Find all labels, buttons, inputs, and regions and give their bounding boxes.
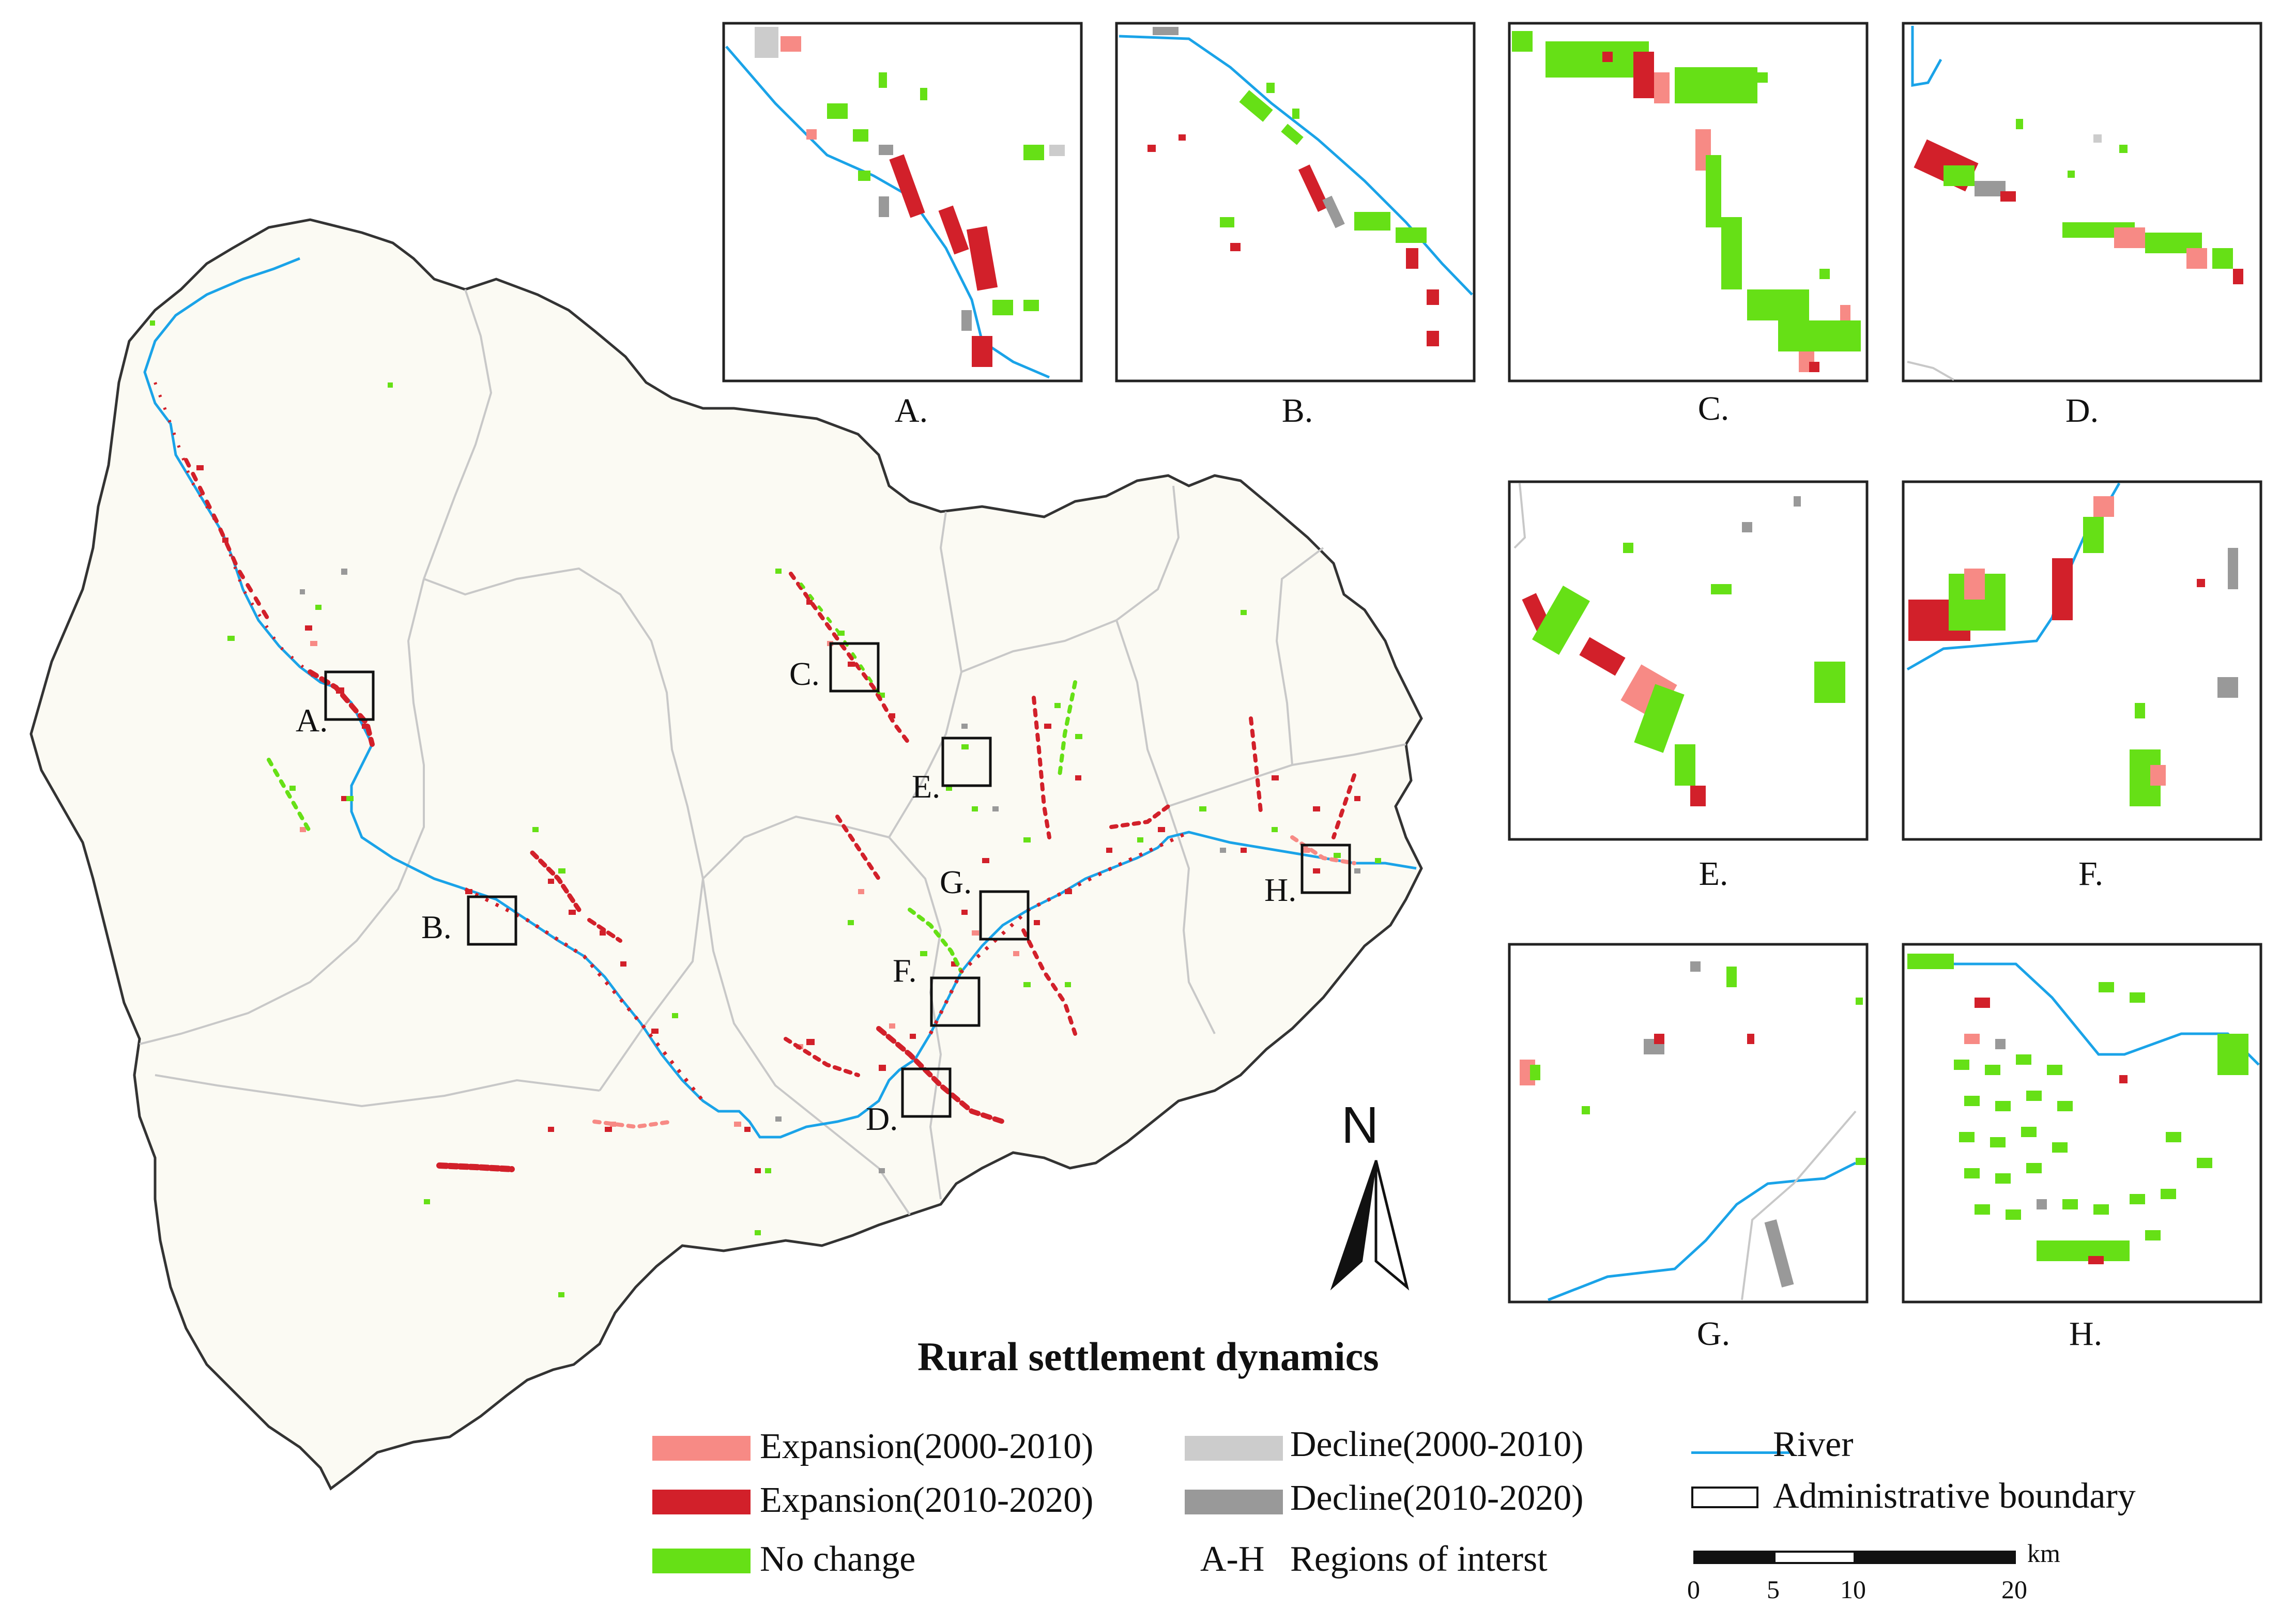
legend-swatch-river — [1691, 1451, 1789, 1454]
roi-box-d — [901, 1067, 952, 1118]
inset-caption-e: E. — [1698, 855, 1728, 893]
roi-label-e: E. — [912, 768, 941, 805]
scale-tick-10: 10 — [1840, 1575, 1866, 1604]
inset-caption-c: C. — [1697, 390, 1730, 427]
inset-f — [1902, 480, 2262, 841]
inset-d — [1902, 22, 2262, 382]
legend-roi-label: Regions of interst — [1290, 1539, 1548, 1579]
roi-label-a: A. — [296, 702, 328, 739]
scale-bar — [1693, 1551, 2016, 1564]
inset-c — [1508, 22, 1869, 382]
roi-label-f: F. — [893, 952, 917, 989]
legend-label-expansion-2010-2020: Expansion(2010-2020) — [760, 1480, 1094, 1520]
scale-unit: km — [2027, 1539, 2060, 1568]
legend-label-admin-boundary: Administrative boundary — [1773, 1476, 2136, 1516]
legend-roi-key: A-H — [1200, 1539, 1265, 1579]
roi-label-c: C. — [789, 655, 820, 692]
admin-boundaries — [139, 289, 1406, 1216]
inset-caption-d: D. — [2065, 392, 2099, 430]
roi-label-d: D. — [866, 1100, 898, 1137]
legend-swatch-expansion-2010-2020 — [652, 1490, 751, 1514]
inset-e — [1508, 480, 1869, 841]
legend-label-decline-2010-2020: Decline(2010-2020) — [1290, 1478, 1584, 1518]
inset-caption-f: F. — [2078, 855, 2103, 893]
scale-tick-5: 5 — [1767, 1575, 1780, 1604]
inset-caption-h: H. — [2069, 1315, 2103, 1353]
legend-label-river: River — [1773, 1424, 1854, 1464]
inset-g — [1508, 943, 1869, 1304]
north-arrow — [1330, 1160, 1410, 1291]
inset-b — [1115, 22, 1476, 382]
legend-swatch-no-change — [652, 1549, 751, 1573]
north-label: N — [1341, 1096, 1379, 1154]
legend-label-decline-2000-2010: Decline(2000-2010) — [1290, 1424, 1584, 1464]
roi-boxes — [324, 642, 1351, 1118]
roi-box-g — [979, 890, 1030, 941]
roi-box-b — [467, 895, 517, 946]
inset-h — [1902, 943, 2262, 1304]
scale-tick-0: 0 — [1687, 1575, 1700, 1604]
legend-label-expansion-2000-2010: Expansion(2000-2010) — [760, 1427, 1094, 1466]
scale-tick-20: 20 — [2001, 1575, 2027, 1604]
settlement-patches-main — [150, 320, 1381, 1297]
inset-caption-a: A. — [894, 392, 928, 430]
roi-box-a — [324, 670, 375, 721]
legend-swatch-expansion-2000-2010 — [652, 1436, 751, 1461]
inset-caption-g: G. — [1696, 1315, 1731, 1353]
roi-box-h — [1300, 844, 1351, 894]
legend-swatch-admin-boundary — [1691, 1487, 1758, 1508]
inset-a — [722, 22, 1083, 382]
roi-label-b: B. — [421, 909, 452, 945]
inset-caption-b: B. — [1281, 392, 1313, 430]
legend-swatch-decline-2000-2010 — [1185, 1436, 1283, 1461]
roi-box-c — [829, 642, 880, 693]
roi-box-f — [930, 976, 981, 1027]
roi-box-e — [941, 737, 992, 787]
insets — [722, 22, 2262, 1304]
roi-label-g: G. — [940, 864, 972, 900]
roi-label-h: H. — [1264, 871, 1297, 908]
legend-label-no-change: No change — [760, 1539, 916, 1579]
legend-swatch-decline-2010-2020 — [1185, 1490, 1283, 1514]
legend-title: Rural settlement dynamics — [917, 1334, 1379, 1379]
